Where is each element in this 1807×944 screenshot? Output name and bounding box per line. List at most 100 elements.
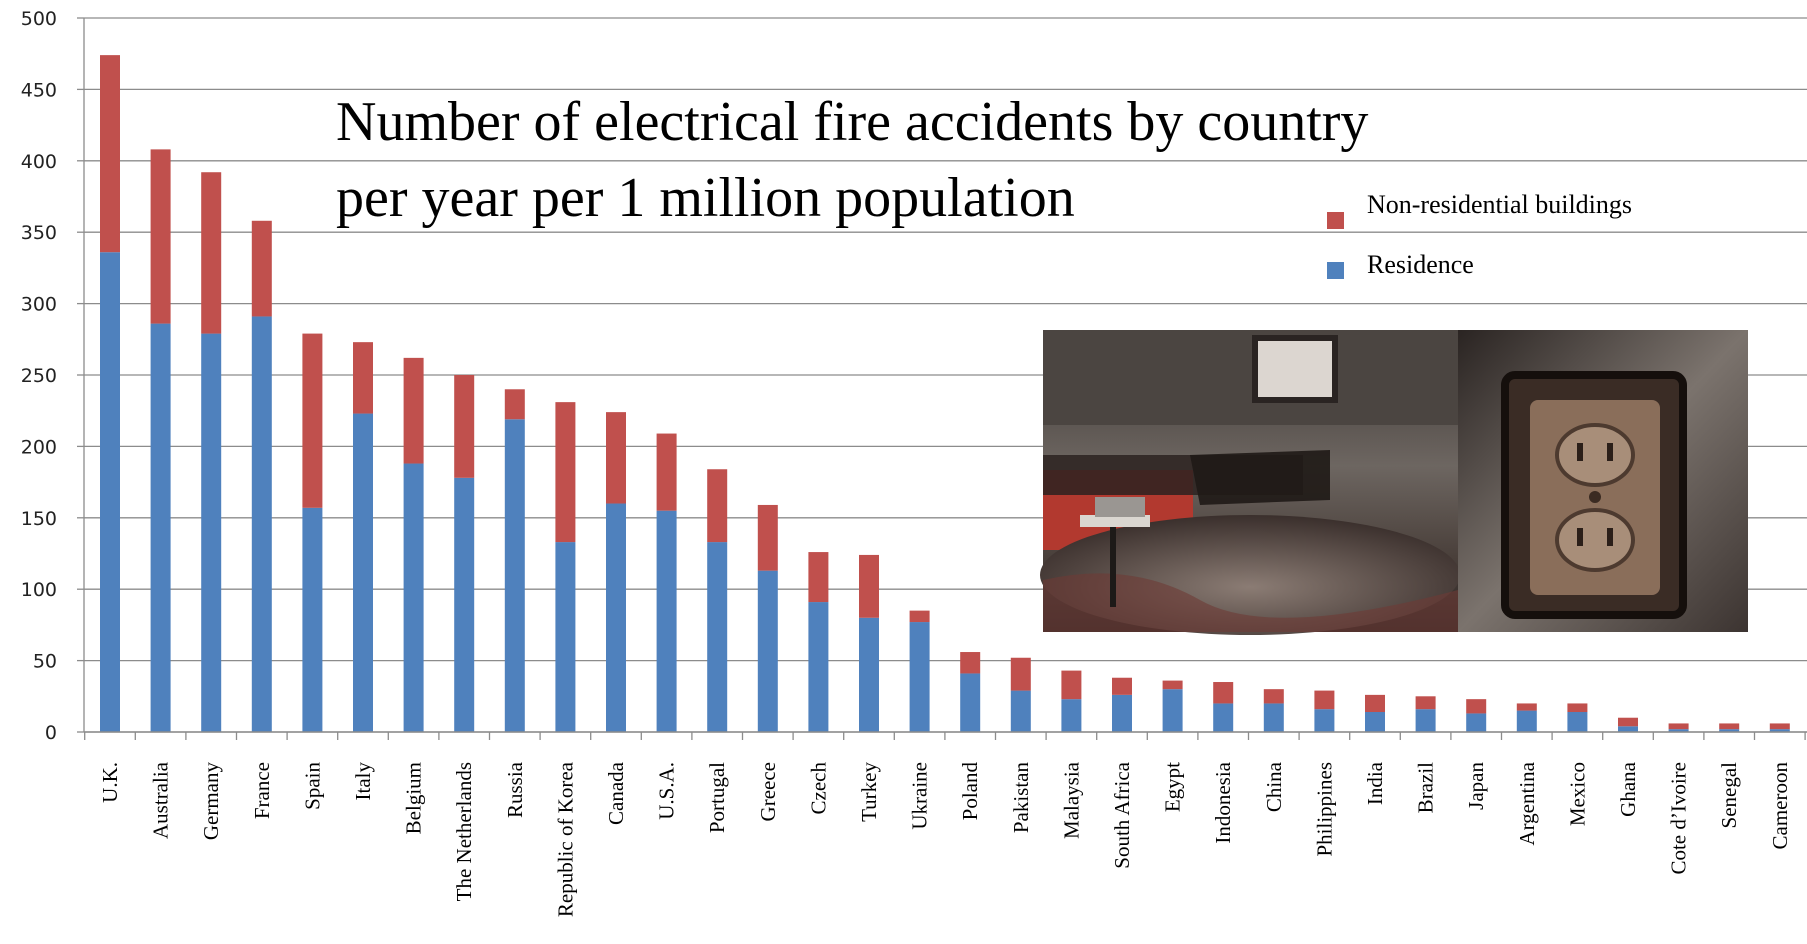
x-tick-label: South Africa: [1110, 761, 1134, 868]
bar-non-residential: [1263, 689, 1284, 704]
bar-non-residential: [150, 149, 171, 324]
bar-residence: [1263, 703, 1284, 732]
x-tick-label: Spain: [300, 762, 324, 810]
bar-non-residential: [1365, 694, 1385, 713]
x-tick-label: Mexico: [1565, 762, 1589, 826]
bar-non-residential: [251, 220, 272, 317]
bar-non-residential: [656, 433, 677, 511]
bar-residence: [1314, 709, 1335, 732]
bar-residence: [1719, 729, 1740, 732]
x-tick-label: Japan: [1464, 762, 1488, 810]
bar-non-residential: [1314, 690, 1335, 710]
x-tick-label: Belgium: [402, 762, 426, 834]
chart-title: Number of electrical fire accidents by c…: [336, 91, 1368, 229]
bar-non-residential: [1769, 723, 1790, 730]
bar-residence: [1112, 694, 1132, 732]
burned-room-photo: [1040, 330, 1460, 635]
x-tick-label: Republic of Korea: [553, 761, 577, 917]
x-tick-label: Egypt: [1161, 762, 1185, 812]
bar-non-residential: [960, 652, 981, 674]
bars: [100, 55, 1790, 732]
legend-swatch-residence: [1327, 262, 1344, 279]
bar-residence: [656, 510, 677, 732]
y-tick-label: 450: [21, 79, 57, 101]
bar-residence: [454, 477, 475, 732]
bar-residence: [403, 463, 424, 732]
bar-residence: [251, 316, 272, 732]
x-tick-label: China: [1262, 761, 1286, 812]
x-tick-label: Russia: [503, 761, 527, 818]
bar-non-residential: [1668, 723, 1689, 730]
x-tick-label: India: [1363, 761, 1387, 805]
x-tick-label: Argentina: [1515, 761, 1539, 845]
bar-non-residential: [859, 554, 879, 618]
bar-non-residential: [1213, 682, 1234, 704]
bar-non-residential: [1061, 670, 1082, 700]
bar-residence: [859, 617, 879, 732]
bar-non-residential: [1112, 677, 1132, 695]
bar-residence: [808, 602, 829, 732]
y-axis: 0 50 100 150 200 250 300 350 400 450 500: [21, 8, 85, 744]
bar-non-residential: [403, 357, 424, 464]
bar-residence: [555, 542, 576, 732]
bar-non-residential: [504, 389, 525, 420]
legend-swatch-non-residential: [1327, 212, 1344, 229]
title-line-1: Number of electrical fire accidents by c…: [336, 91, 1368, 153]
bar-residence: [1162, 689, 1183, 732]
x-tick-label: U.K.: [98, 762, 122, 803]
x-tick-label: Cameroon: [1768, 762, 1792, 850]
bar-residence: [302, 507, 323, 732]
x-tick-label: Portugal: [705, 762, 729, 833]
bar-residence: [1567, 712, 1588, 732]
y-tick-label: 400: [21, 151, 57, 173]
x-tick-label: Ukraine: [908, 762, 932, 830]
y-tick-label: 500: [21, 8, 57, 30]
y-tick-label: 150: [21, 508, 57, 530]
legend-label-non-residential: Non-residential buildings: [1367, 190, 1632, 219]
y-tick-label: 100: [21, 579, 57, 601]
bar-non-residential: [1010, 657, 1031, 691]
bar-residence: [201, 333, 222, 732]
x-tick-label: Philippines: [1312, 762, 1336, 857]
y-tick-label: 300: [21, 294, 57, 316]
bar-non-residential: [1567, 703, 1588, 713]
bar-non-residential: [808, 552, 829, 603]
x-tick-label: The Netherlands: [452, 762, 476, 901]
x-tick-label: Ghana: [1616, 761, 1640, 816]
bar-residence: [606, 503, 626, 732]
y-tick-label: 0: [45, 722, 57, 744]
x-tick-label: Poland: [958, 762, 982, 821]
x-tick-label: Brazil: [1414, 762, 1438, 813]
bar-residence: [1213, 703, 1234, 732]
bar-residence: [1769, 729, 1790, 732]
x-tick-label: Italy: [351, 762, 375, 801]
legend: Non-residential buildings Residence: [1327, 190, 1632, 279]
x-tick-label: Senegal: [1717, 762, 1741, 829]
bar-non-residential: [201, 172, 222, 334]
x-axis: U.K. Australia Germany France Spain Italy Belg…: [84, 731, 1807, 917]
bar-non-residential: [100, 55, 120, 253]
bar-residence: [150, 323, 171, 732]
x-tick-label: Turkey: [857, 762, 881, 822]
bar-residence: [757, 570, 778, 732]
x-tick-label: Pakistan: [1009, 762, 1033, 834]
bar-non-residential: [353, 342, 373, 414]
bar-residence: [1668, 729, 1689, 732]
bar-non-residential: [707, 469, 728, 543]
bar-residence: [353, 413, 373, 732]
bar-non-residential: [1618, 717, 1638, 727]
bar-residence: [909, 622, 930, 732]
legend-label-residence: Residence: [1367, 250, 1474, 279]
bar-residence: [1010, 690, 1031, 732]
bar-non-residential: [1719, 723, 1740, 730]
bar-residence: [1061, 699, 1082, 732]
x-tick-label: Australia: [149, 761, 173, 839]
y-tick-label: 250: [21, 365, 57, 387]
x-tick-label: U.S.A.: [655, 762, 679, 820]
x-tick-label: Germany: [199, 762, 223, 841]
bar-residence: [1516, 710, 1537, 732]
y-tick-label: 200: [21, 436, 57, 458]
bar-residence: [1618, 726, 1638, 732]
bar-non-residential: [1516, 703, 1537, 711]
